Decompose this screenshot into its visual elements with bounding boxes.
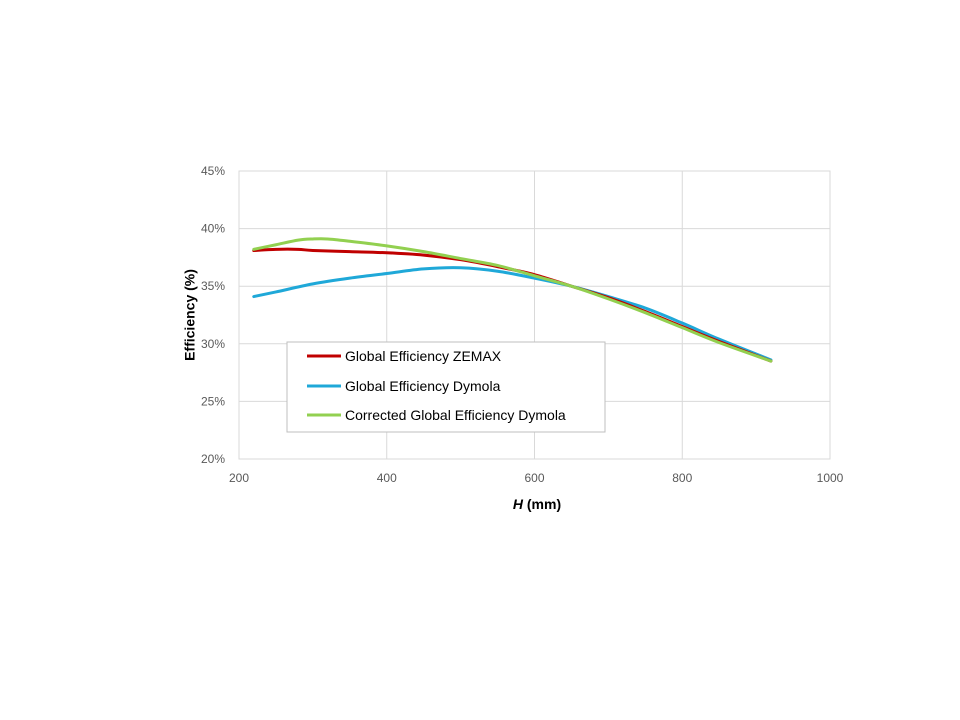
x-tick-label: 1000: [817, 471, 844, 485]
x-axis-title-unit: (mm): [523, 496, 561, 512]
y-tick-label: 25%: [201, 394, 225, 408]
y-tick-label: 30%: [201, 337, 225, 351]
legend-item-zemax: Global Efficiency ZEMAX: [307, 348, 502, 364]
x-tick-label: 400: [377, 471, 397, 485]
legend-item-corrected-dymola: Corrected Global Efficiency Dymola: [307, 407, 566, 423]
x-tick-label: 200: [229, 471, 249, 485]
y-axis-title: Efficiency (%): [182, 269, 198, 361]
legend-label-zemax: Global Efficiency ZEMAX: [345, 348, 502, 364]
series-line-corrected-dymola: [252, 237, 773, 363]
legend-label-dymola: Global Efficiency Dymola: [345, 378, 501, 394]
y-axis-tick-labels: 20% 25% 30% 35% 40% 45%: [201, 164, 225, 466]
y-tick-label: 45%: [201, 164, 225, 178]
x-tick-label: 600: [524, 471, 544, 485]
y-tick-label: 20%: [201, 452, 225, 466]
plot-area-border: [238, 170, 831, 460]
x-axis-title-variable: H: [513, 496, 524, 512]
x-tick-label: 800: [672, 471, 692, 485]
x-axis-tick-labels: 200 400 600 800 1000: [229, 471, 844, 485]
y-tick-label: 40%: [201, 222, 225, 236]
y-tick-label: 35%: [201, 279, 225, 293]
legend: Global Efficiency ZEMAX Global Efficienc…: [286, 341, 606, 433]
series-lines: [252, 237, 773, 363]
x-axis-title: H (mm): [513, 496, 561, 512]
legend-label-corrected-dymola: Corrected Global Efficiency Dymola: [345, 407, 566, 423]
legend-item-dymola: Global Efficiency Dymola: [307, 378, 501, 394]
series-line-dymola: [252, 266, 773, 362]
